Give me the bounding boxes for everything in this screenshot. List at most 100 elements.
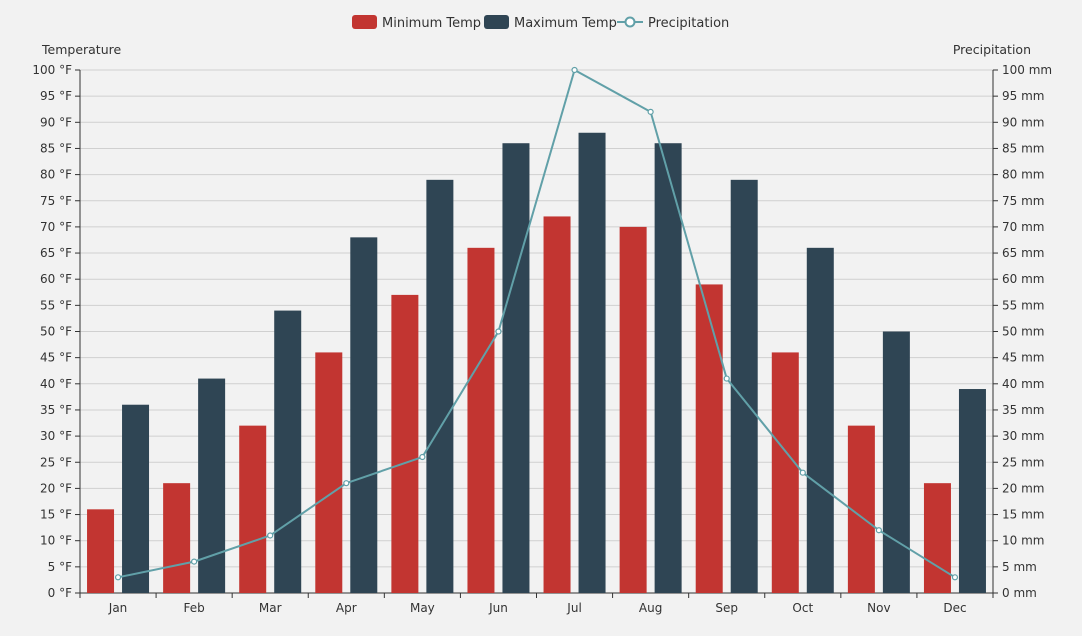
left-tick-label: 95 °F [40, 89, 72, 103]
bar-minimum-temp[interactable] [391, 294, 419, 593]
left-tick-label: 65 °F [40, 246, 72, 260]
point-precipitation[interactable] [191, 558, 198, 565]
point-precipitation[interactable] [875, 527, 882, 534]
point-precipitation[interactable] [571, 66, 578, 74]
right-tick-label: 25 mm [1002, 455, 1044, 469]
right-tick-label: 15 mm [1002, 508, 1044, 522]
left-tick-label: 80 °F [40, 168, 72, 182]
x-tick-label: Jan [108, 601, 128, 615]
point-precipitation[interactable] [343, 480, 350, 487]
right-tick-label: 5 mm [1002, 560, 1037, 574]
bar-minimum-temp[interactable] [315, 352, 343, 593]
right-y-axis: 0 mm 5 mm 10 mm 15 mm 20 mm 25 mm 30 mm 35 mm 40… [992, 63, 1052, 600]
x-tick-label: Aug [639, 601, 662, 615]
legend-item-precipitation[interactable]: Precipitation [617, 16, 729, 31]
bar-minimum-temp[interactable] [695, 284, 723, 593]
x-tick-label: Dec [943, 601, 966, 615]
right-tick-label: 0 mm [1002, 586, 1037, 600]
right-tick-label: 70 mm [1002, 220, 1044, 234]
point-precipitation[interactable] [267, 532, 274, 539]
x-tick-label: Jul [566, 601, 581, 615]
left-y-axis: 0 °F 5 °F 10 °F 15 °F 20 °F 25 °F 30 °F 35 °F 40… [32, 63, 81, 600]
bar-series [87, 132, 986, 594]
bar-minimum-temp[interactable] [163, 483, 191, 593]
x-tick-label: May [410, 601, 435, 615]
bar-maximum-temp[interactable] [350, 237, 378, 594]
bar-maximum-temp[interactable] [958, 389, 986, 593]
left-tick-label: 60 °F [40, 272, 72, 286]
bar-maximum-temp[interactable] [730, 179, 758, 593]
x-axis: Jan Feb Mar Apr May Jun Jul Aug Sep Oct Nov Dec [79, 592, 994, 615]
left-tick-label: 85 °F [40, 141, 72, 155]
bar-minimum-temp[interactable] [239, 425, 267, 593]
point-precipitation[interactable] [723, 375, 730, 382]
bar-maximum-temp[interactable] [502, 143, 530, 593]
bar-minimum-temp[interactable] [87, 509, 115, 593]
right-tick-label: 65 mm [1002, 246, 1044, 260]
right-tick-label: 40 mm [1002, 377, 1044, 391]
point-precipitation[interactable] [114, 574, 122, 581]
bar-maximum-temp[interactable] [578, 132, 606, 593]
right-tick-label: 90 mm [1002, 115, 1044, 129]
bar-minimum-temp[interactable] [543, 216, 571, 593]
right-tick-label: 50 mm [1002, 325, 1044, 339]
bar-maximum-temp[interactable] [806, 247, 834, 593]
legend-item-minimum-temp[interactable]: Minimum Temp [352, 15, 481, 31]
left-tick-label: 40 °F [40, 377, 72, 391]
legend-marker-precipitation [624, 16, 636, 28]
legend-item-maximum-temp[interactable]: Maximum Temp [484, 15, 617, 31]
legend-label-precipitation: Precipitation [648, 16, 729, 31]
left-tick-label: 25 °F [40, 455, 72, 469]
left-tick-label: 50 °F [40, 325, 72, 339]
point-precipitation[interactable] [419, 453, 426, 461]
x-tick-label: Mar [259, 601, 282, 615]
x-tick-label: Feb [184, 601, 205, 615]
left-tick-label: 15 °F [40, 508, 72, 522]
bar-maximum-temp[interactable] [122, 404, 150, 593]
left-tick-label: 90 °F [40, 115, 72, 129]
left-tick-label: 35 °F [40, 403, 72, 417]
right-tick-label: 55 mm [1002, 298, 1044, 312]
right-tick-label: 20 mm [1002, 481, 1044, 495]
right-tick-label: 30 mm [1002, 429, 1044, 443]
bar-maximum-temp[interactable] [654, 143, 682, 593]
right-tick-label: 80 mm [1002, 168, 1044, 182]
point-precipitation[interactable] [495, 328, 502, 335]
bar-maximum-temp[interactable] [198, 378, 226, 593]
point-precipitation[interactable] [799, 469, 806, 476]
line-series [114, 66, 959, 581]
left-tick-label: 10 °F [40, 534, 72, 548]
left-tick-label: 45 °F [40, 351, 72, 365]
bar-minimum-temp[interactable] [923, 483, 951, 593]
bar-maximum-temp[interactable] [274, 310, 302, 593]
x-tick-label: Oct [792, 601, 813, 615]
x-tick-label: Sep [715, 601, 738, 615]
legend-swatch-minimum-temp [352, 15, 377, 29]
right-axis-title: Precipitation [953, 42, 1031, 57]
left-tick-label: 5 °F [48, 560, 72, 574]
right-tick-label: 45 mm [1002, 351, 1044, 365]
right-tick-label: 35 mm [1002, 403, 1044, 417]
x-tick-label: Apr [336, 601, 357, 615]
left-tick-label: 20 °F [40, 481, 72, 495]
grid-lines [80, 69, 993, 594]
legend-label-maximum-temp: Maximum Temp [514, 16, 617, 31]
right-tick-label: 75 mm [1002, 194, 1044, 208]
bar-minimum-temp[interactable] [771, 352, 799, 593]
line-precipitation [117, 69, 956, 579]
right-tick-label: 85 mm [1002, 141, 1044, 155]
legend-label-minimum-temp: Minimum Temp [382, 16, 481, 31]
left-tick-label: 75 °F [40, 194, 72, 208]
bar-minimum-temp[interactable] [467, 247, 495, 593]
right-tick-label: 60 mm [1002, 272, 1044, 286]
point-precipitation[interactable] [951, 574, 959, 581]
right-tick-label: 95 mm [1002, 89, 1044, 103]
x-tick-label: Nov [867, 601, 890, 615]
point-precipitation[interactable] [647, 108, 654, 115]
bar-maximum-temp[interactable] [426, 179, 454, 593]
bar-maximum-temp[interactable] [882, 331, 910, 594]
bar-minimum-temp[interactable] [619, 226, 647, 593]
legend: Minimum Temp Maximum Temp Precipitation [352, 15, 729, 31]
left-axis-title: Temperature [41, 42, 121, 57]
